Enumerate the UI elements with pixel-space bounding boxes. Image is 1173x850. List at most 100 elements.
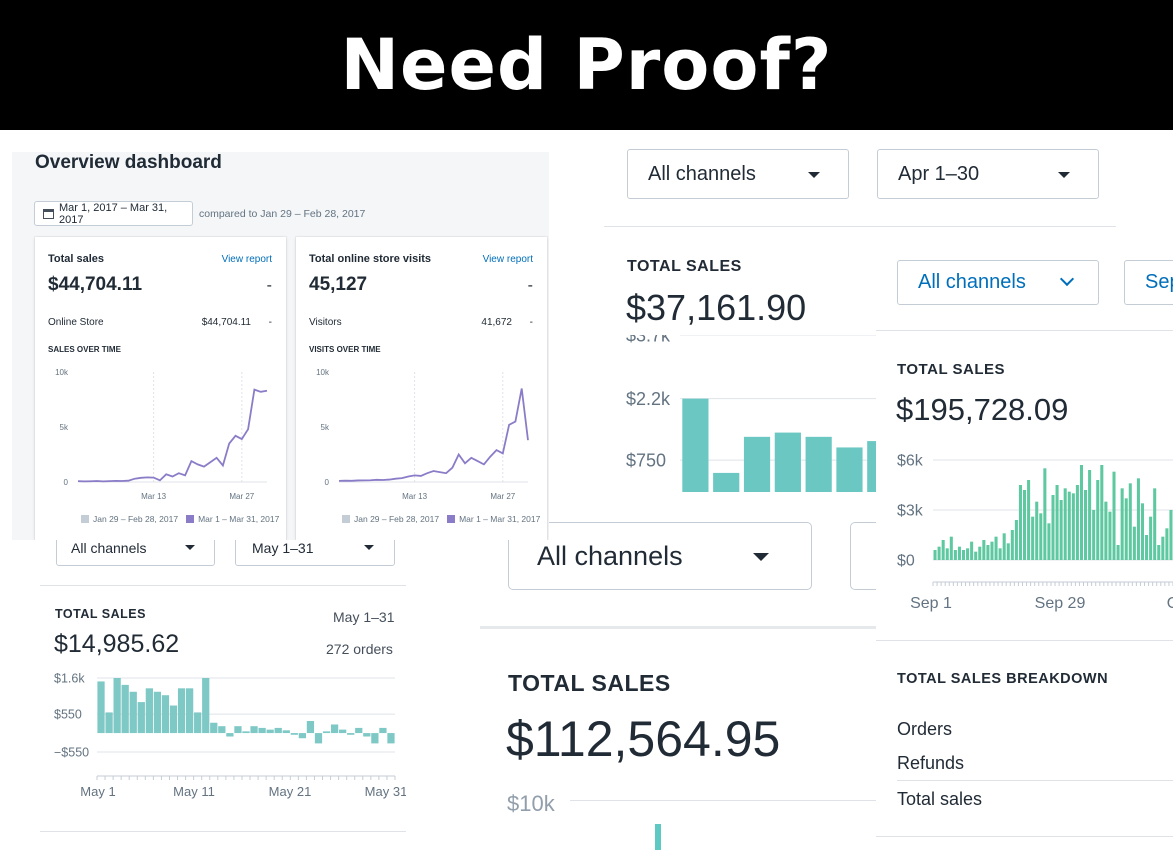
legend-previous: Jan 29 – Feb 28, 2017 [354, 514, 440, 524]
chart-bar [933, 550, 937, 560]
chevron-down-icon [1059, 271, 1075, 287]
chart-bar [218, 726, 226, 734]
date-dropdown[interactable]: Sep [1124, 260, 1173, 305]
channel-dropdown[interactable]: All channels [508, 522, 812, 590]
chart-bar [1161, 536, 1165, 560]
divider [876, 640, 1173, 641]
divider [897, 780, 1173, 781]
chart-bar [1165, 528, 1169, 560]
chart-bar [1169, 510, 1173, 560]
chart-bar [266, 729, 274, 734]
x-tick-label: May 11 [173, 784, 215, 799]
date-dropdown[interactable]: Apr 1–30 [877, 149, 1099, 199]
y-tick-label: $3k [897, 503, 924, 520]
legend-current: Mar 1 – Mar 31, 2017 [198, 514, 280, 524]
row-change: - [529, 317, 533, 328]
chart-bar [961, 550, 966, 560]
chart-bar [1055, 485, 1059, 560]
chart-bar [1088, 470, 1092, 560]
x-tick-label: May 31 [365, 784, 406, 799]
date-dropdown[interactable] [850, 522, 876, 590]
y-tick-label: 5k [321, 423, 330, 432]
chart-bar [1018, 485, 1022, 560]
date-range-picker[interactable]: Mar 1, 2017 – Mar 31, 2017 [34, 201, 193, 226]
legend-swatch-previous [342, 515, 350, 523]
chart-bar [994, 536, 998, 560]
chart-bar [1132, 526, 1136, 560]
chart-bar [1149, 516, 1153, 560]
may-sales-chart: $1.6k $550 −$550 May 1 May 11 May 21 May 31 [54, 671, 406, 799]
chart-bar [226, 733, 234, 737]
y-tick-label: −$550 [54, 745, 89, 759]
date-dropdown-label: Sep [1145, 271, 1173, 293]
chart-bar [177, 688, 186, 734]
chart-bar [682, 398, 709, 492]
total-sales-card: Total sales View report $44,704.11 - Onl… [35, 237, 286, 540]
y-tick-label: $1.6k [54, 671, 85, 685]
chart-bar [1047, 523, 1051, 560]
date-dropdown[interactable]: May 1–31 [235, 535, 395, 566]
chart-bar [1071, 493, 1075, 560]
caret-down-icon [753, 553, 769, 561]
divider [40, 585, 406, 586]
chart-bar [953, 550, 957, 560]
chart-bar [1124, 498, 1128, 560]
september-sales-panel: All channels Sep TOTAL SALES $195,728.09… [876, 240, 1173, 850]
total-sales-label: TOTAL SALES [55, 607, 146, 621]
chart-bar [774, 432, 801, 492]
breakdown-row-orders: Orders [897, 719, 953, 739]
chart-bar [1112, 471, 1116, 560]
card-change: - [266, 277, 272, 294]
divider [480, 626, 876, 629]
chart-bar [982, 540, 986, 560]
chart-bar [1140, 503, 1145, 560]
y-tick-label: $2.2k [626, 389, 671, 409]
x-tick-label: May 21 [269, 784, 312, 799]
chart-bar [966, 548, 970, 560]
chart-legend: Jan 29 – Feb 28, 2017 Mar 1 – Mar 31, 20… [81, 514, 279, 524]
channel-dropdown[interactable]: All channels [56, 535, 215, 566]
chart-bar [1043, 468, 1047, 560]
september-sales-chart: $6k $3k $0 Sep 1 Sep 29 O [897, 453, 1173, 612]
date-dropdown-label: May 1–31 [252, 540, 314, 556]
channel-dropdown[interactable]: All channels [897, 260, 1099, 305]
chart-bar [1031, 516, 1035, 560]
banner-title: Need Proof? [340, 24, 833, 106]
total-sales-value: $112,564.95 [506, 711, 781, 767]
total-sales-value: $195,728.09 [896, 392, 1069, 427]
total-sales-label: TOTAL SALES [508, 670, 671, 696]
large-sales-panel: All channels TOTAL SALES $112,564.95 $10… [480, 510, 876, 850]
visits-over-time-chart: 10k 5k 0 Mar 13 Mar 27 [316, 368, 529, 501]
chart-bar [355, 727, 363, 734]
chart-bar [105, 712, 113, 734]
chart-bar [986, 545, 990, 560]
y-tick-label: 5k [60, 423, 69, 432]
chart-bar [234, 726, 242, 734]
legend-swatch-current [186, 515, 195, 523]
chart-bar [1014, 520, 1018, 560]
chart-bar [1092, 510, 1096, 560]
view-report-link[interactable]: View report [482, 254, 533, 265]
chart-bar [347, 733, 355, 735]
chart-bar [1157, 545, 1161, 560]
chart-bar [1153, 488, 1157, 560]
chart-bar [371, 733, 379, 744]
chart-bar [1010, 530, 1014, 560]
overview-dashboard-panel: Overview dashboard Mar 1, 2017 – Mar 31,… [12, 152, 549, 540]
chart-bar [322, 731, 331, 734]
divider [40, 831, 406, 832]
chart-bar [743, 436, 771, 492]
compare-text: compared to Jan 29 – Feb 28, 2017 [199, 208, 366, 220]
view-report-link[interactable]: View report [221, 254, 272, 265]
y-tick-label: $0 [897, 553, 915, 570]
calendar-icon [43, 209, 54, 219]
x-tick-label: Mar 27 [490, 492, 515, 501]
chart-bar [258, 727, 266, 734]
channel-dropdown[interactable]: All channels [627, 149, 849, 199]
chart-bar [1079, 465, 1083, 560]
y-tick-label: $750 [626, 450, 666, 470]
divider [604, 226, 1116, 227]
chart-bar [250, 726, 258, 734]
chart-bar [153, 691, 162, 734]
chart-bar [970, 541, 974, 560]
